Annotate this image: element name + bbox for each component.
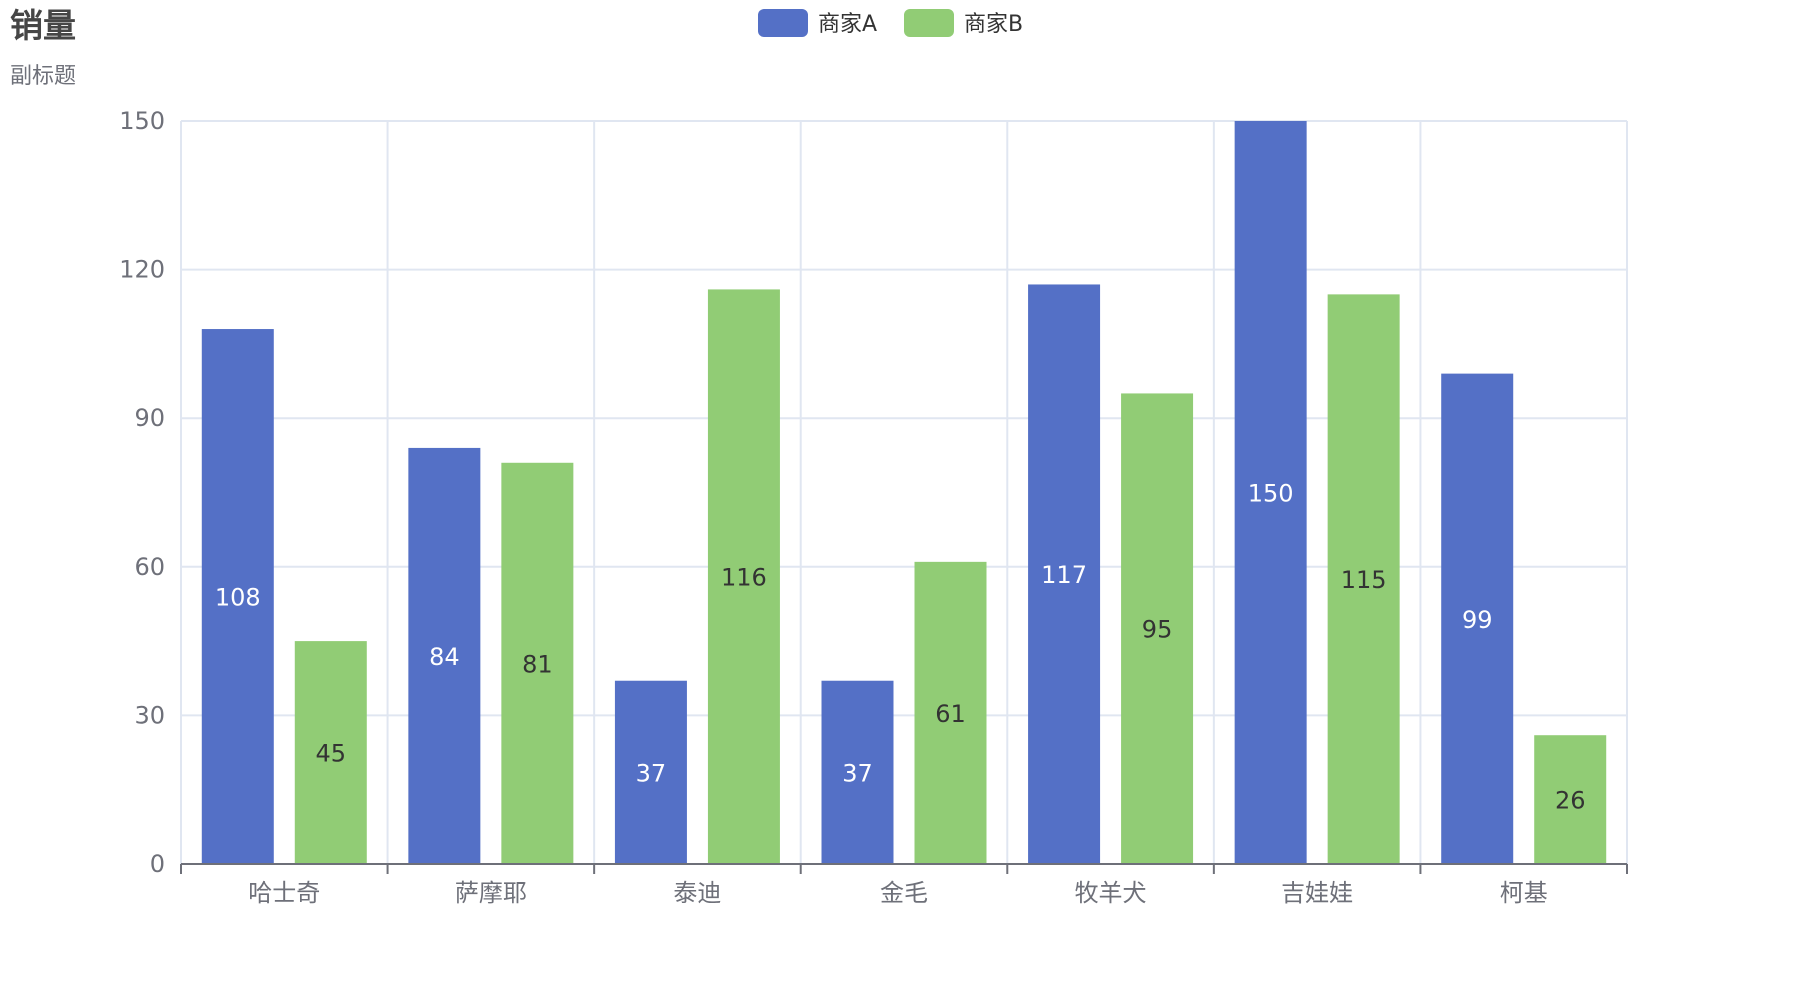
y-axis: 0 30 60 90 120 150 — [119, 107, 165, 878]
bar-data-label: 150 — [1248, 480, 1294, 508]
legend-label: 商家B — [964, 12, 1023, 37]
bar[interactable] — [1234, 121, 1307, 864]
y-tick-label: 90 — [134, 404, 165, 432]
bar-data-label: 117 — [1041, 561, 1087, 589]
bar[interactable] — [1121, 393, 1194, 864]
bar[interactable] — [1441, 373, 1514, 864]
bar-data-label: 84 — [429, 643, 460, 671]
legend-label: 商家A — [818, 12, 877, 37]
y-tick-label: 60 — [134, 553, 165, 581]
bar[interactable] — [707, 289, 780, 864]
x-tick-label: 哈士奇 — [248, 879, 320, 907]
legend-item[interactable]: 商家A — [758, 9, 877, 37]
x-tick-label: 牧羊犬 — [1075, 879, 1147, 907]
chart-title: 销量 — [10, 6, 76, 45]
bar[interactable] — [1028, 284, 1101, 865]
y-tick-label: 30 — [134, 701, 165, 729]
x-axis: 哈士奇 萨摩耶 泰迪 金毛 牧羊犬 吉娃娃 柯基 — [180, 863, 1628, 907]
bar[interactable] — [1534, 735, 1607, 864]
y-tick-label: 150 — [119, 107, 165, 135]
x-tick-label: 金毛 — [880, 879, 928, 907]
bars: 108 45 84 81 37 116 37 61 117 95 150 115 99 26 — [201, 121, 1607, 865]
bar-data-label: 37 — [636, 759, 667, 787]
legend-item[interactable]: 商家B — [904, 9, 1023, 37]
bar[interactable] — [614, 680, 687, 864]
legend-swatch — [904, 9, 954, 37]
bar[interactable] — [294, 641, 367, 864]
bar-data-label: 26 — [1555, 787, 1586, 815]
x-tick-label: 柯基 — [1500, 879, 1548, 907]
chart-subtitle: 副标题 — [10, 64, 76, 89]
y-tick-label: 0 — [150, 850, 165, 878]
x-tick-label: 吉娃娃 — [1281, 879, 1353, 907]
bar[interactable] — [1327, 294, 1400, 864]
bar-data-label: 99 — [1462, 606, 1493, 634]
legend[interactable]: 商家A 商家B — [758, 9, 1023, 37]
bar-data-label: 95 — [1142, 616, 1173, 644]
bar-data-label: 61 — [935, 700, 966, 728]
bar[interactable] — [914, 561, 987, 864]
bar[interactable] — [201, 329, 274, 864]
bar-data-label: 108 — [215, 584, 261, 612]
x-tick-label: 萨摩耶 — [455, 879, 527, 907]
bar-data-label: 37 — [842, 759, 873, 787]
bar[interactable] — [821, 680, 894, 864]
bar-data-label: 116 — [721, 564, 767, 592]
bar-data-label: 81 — [522, 650, 553, 678]
bar-data-label: 45 — [316, 740, 347, 768]
x-tick-label: 泰迪 — [673, 879, 721, 907]
grid-lines — [180, 120, 1628, 864]
legend-swatch — [758, 9, 808, 37]
y-tick-label: 120 — [119, 256, 165, 284]
bar[interactable] — [501, 462, 574, 864]
bar-data-label: 115 — [1341, 566, 1387, 594]
bar[interactable] — [408, 447, 481, 864]
